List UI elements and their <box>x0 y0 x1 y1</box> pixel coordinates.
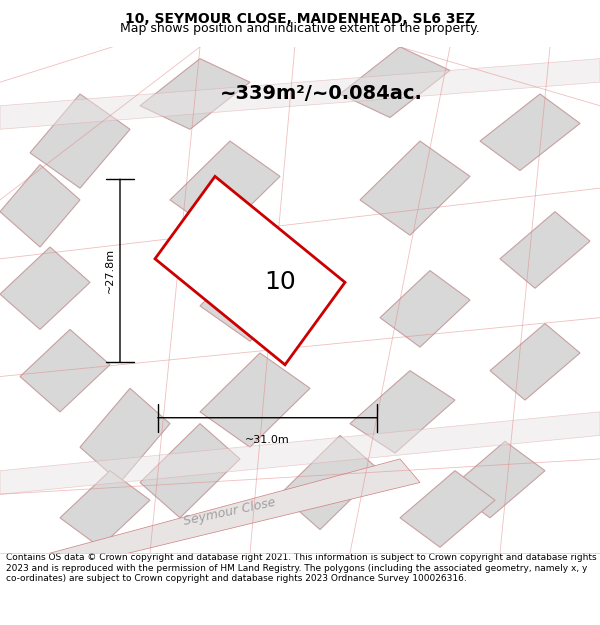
Text: ~339m²/~0.084ac.: ~339m²/~0.084ac. <box>220 84 423 104</box>
Polygon shape <box>0 59 600 129</box>
Polygon shape <box>140 59 250 129</box>
Polygon shape <box>380 271 470 347</box>
Text: Map shows position and indicative extent of the property.: Map shows position and indicative extent… <box>120 22 480 35</box>
Text: Contains OS data © Crown copyright and database right 2021. This information is : Contains OS data © Crown copyright and d… <box>6 553 596 583</box>
Text: Seymour Close: Seymour Close <box>183 496 277 528</box>
Polygon shape <box>155 176 345 365</box>
Polygon shape <box>400 471 495 548</box>
Polygon shape <box>0 164 80 247</box>
Text: 10, SEYMOUR CLOSE, MAIDENHEAD, SL6 3EZ: 10, SEYMOUR CLOSE, MAIDENHEAD, SL6 3EZ <box>125 12 475 26</box>
Polygon shape <box>30 94 130 188</box>
Polygon shape <box>80 388 170 482</box>
Polygon shape <box>60 471 150 548</box>
Polygon shape <box>20 329 110 412</box>
Polygon shape <box>140 424 240 518</box>
Polygon shape <box>500 212 590 288</box>
Polygon shape <box>50 459 420 565</box>
Polygon shape <box>280 436 380 529</box>
Text: 10: 10 <box>264 271 296 294</box>
Polygon shape <box>350 371 455 453</box>
Polygon shape <box>490 324 580 400</box>
Polygon shape <box>0 412 600 494</box>
Polygon shape <box>0 247 90 329</box>
Polygon shape <box>170 141 280 235</box>
Polygon shape <box>360 141 470 235</box>
Text: ~31.0m: ~31.0m <box>245 436 290 446</box>
Polygon shape <box>340 47 450 118</box>
Text: ~27.8m: ~27.8m <box>105 248 115 293</box>
Polygon shape <box>480 94 580 171</box>
Polygon shape <box>450 441 545 518</box>
Polygon shape <box>200 247 310 341</box>
Polygon shape <box>200 353 310 447</box>
